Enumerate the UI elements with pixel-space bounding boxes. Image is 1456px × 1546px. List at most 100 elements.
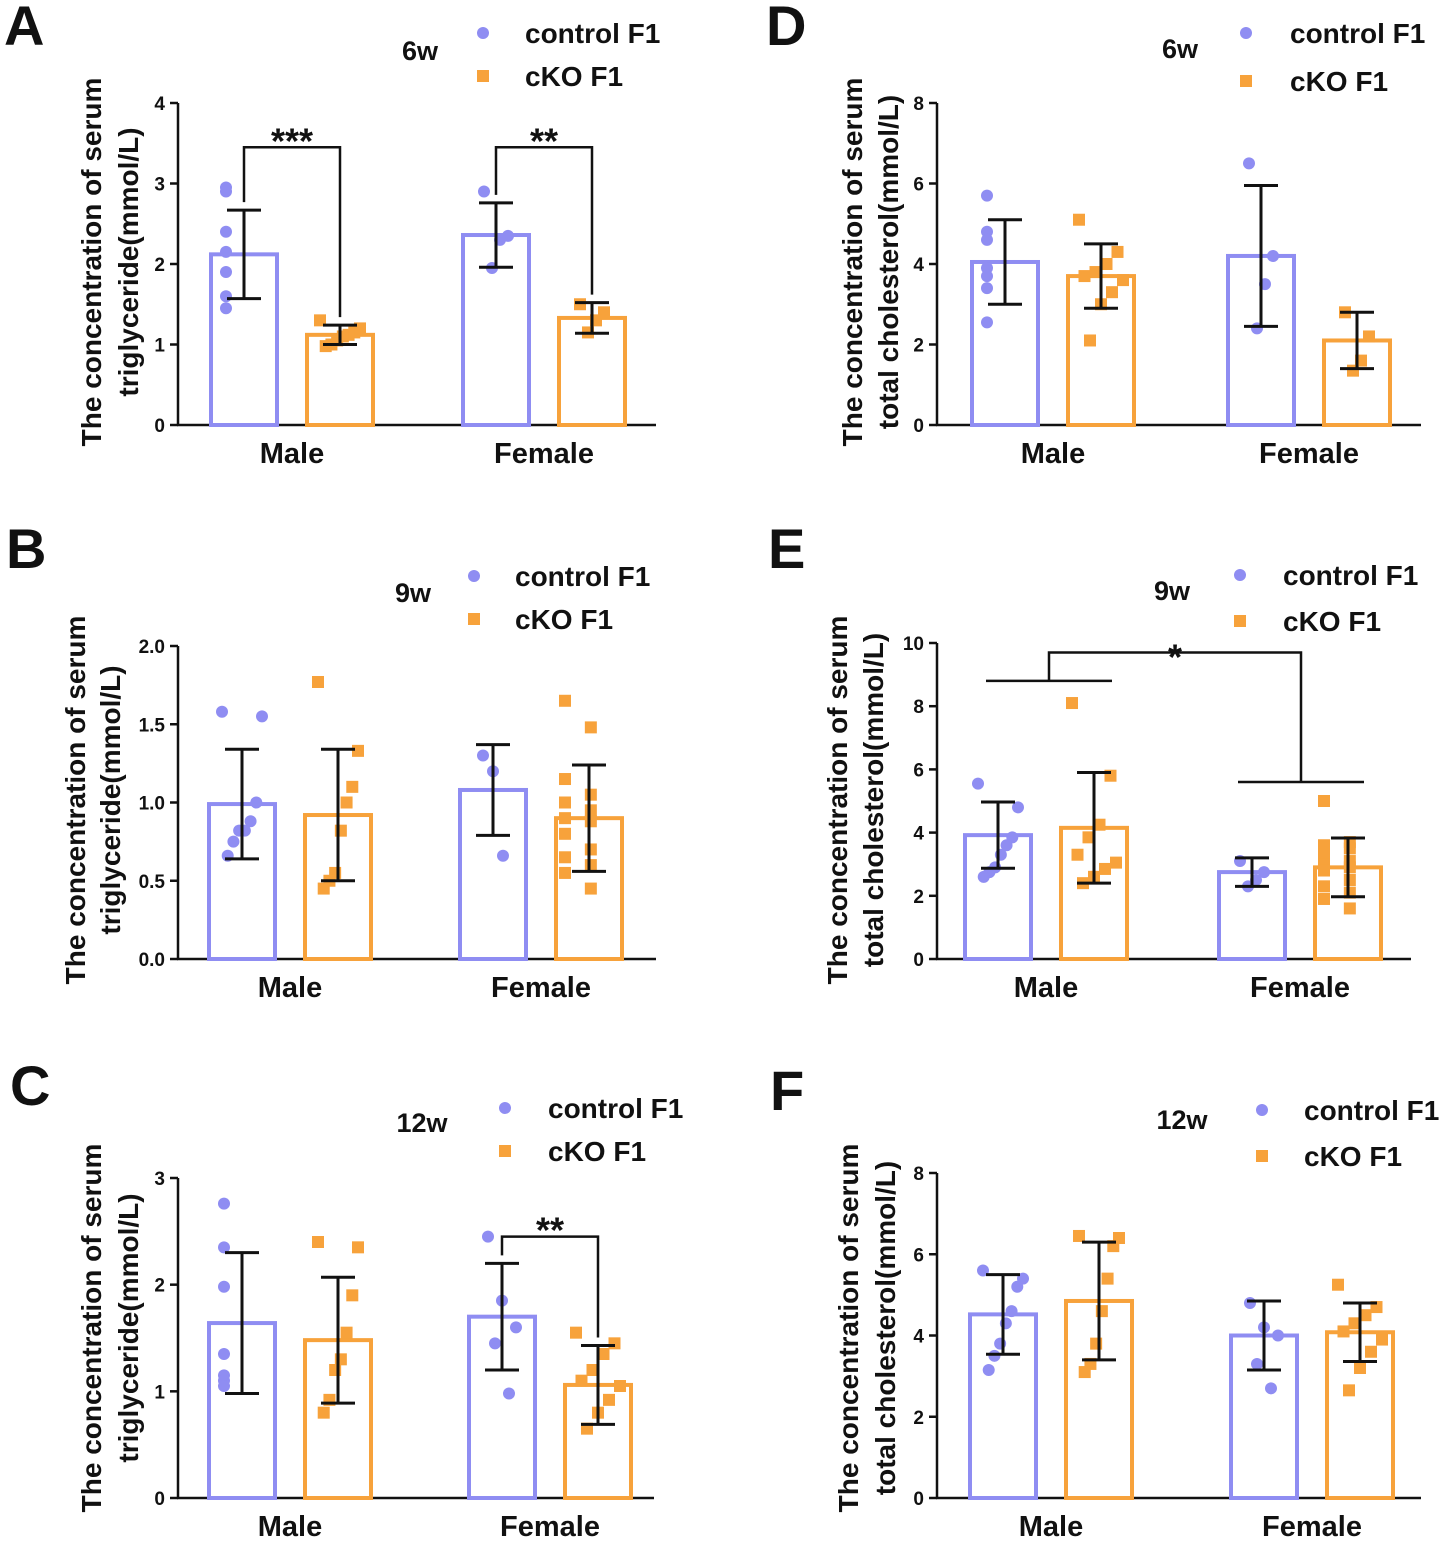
data-point-cko [1073, 213, 1085, 226]
y-tick-label: 2.0 [139, 637, 165, 658]
panel-letter: B [6, 517, 46, 580]
data-point-cko [1318, 795, 1330, 807]
data-point-cko [559, 812, 571, 825]
data-point-cko [559, 773, 571, 786]
data-point-control [497, 849, 509, 862]
y-tick-label: 3 [154, 1169, 165, 1190]
data-point-control [218, 1280, 230, 1293]
data-point-control [510, 1321, 522, 1334]
data-point-cko [559, 827, 571, 840]
y-tick-label: 6 [913, 1245, 924, 1266]
y-tick-label: 4 [913, 255, 924, 276]
significance-stars: * [1168, 636, 1182, 677]
data-point-control [981, 282, 993, 295]
data-point-control [220, 181, 232, 194]
y-tick-label: 6 [913, 760, 924, 781]
legend-marker-cko [1240, 75, 1252, 87]
y-axis-label-line1: The concentration of serum [833, 1144, 864, 1513]
legend-marker-cko [1234, 615, 1246, 627]
data-point-cko [1101, 1272, 1114, 1285]
data-point-control [1267, 249, 1279, 262]
y-axis-label-line2: triglyceride(mmol/L) [95, 665, 126, 934]
data-point-control [220, 225, 232, 238]
data-point-control [981, 270, 993, 283]
legend-marker-cko [468, 613, 480, 625]
data-point-control [227, 835, 240, 848]
data-point-control [977, 870, 990, 883]
data-point-cko [1359, 1309, 1372, 1322]
data-point-control [218, 1380, 230, 1392]
data-point-cko [559, 866, 571, 879]
data-point-cko [603, 1393, 615, 1406]
data-point-cko [1106, 286, 1118, 299]
data-point-control [218, 1197, 230, 1210]
y-tick-label: 2 [154, 255, 165, 276]
y-axis-label-line2: total cholesterol(mmol/L) [858, 633, 889, 967]
data-point-cko [1343, 861, 1356, 874]
significance-bracket [1047, 651, 1303, 783]
data-point-control [1244, 1297, 1256, 1309]
panel-e: E The concentration of serum total cholest… [768, 517, 1418, 1004]
data-point-control [1265, 1382, 1277, 1395]
panel-letter: C [10, 1054, 50, 1117]
y-tick-label: 0 [154, 416, 165, 437]
data-point-cko [317, 1406, 330, 1419]
data-point-cko [346, 780, 359, 793]
y-tick-label: 1 [154, 336, 165, 357]
legend-label-cko: cKO F1 [1290, 66, 1388, 97]
data-point-cko [1318, 864, 1330, 877]
data-point-control [218, 1348, 230, 1360]
data-point-cko [608, 1337, 621, 1350]
data-point-control [1251, 1357, 1263, 1370]
legend-label-control: control F1 [525, 18, 660, 49]
timepoint-label: 12w [396, 1108, 448, 1138]
y-axis-label-line2: total cholesterol(mmol/L) [870, 1161, 901, 1495]
significance-stars: *** [271, 120, 313, 161]
y-tick-label: 0 [913, 950, 924, 971]
data-point-cko [584, 721, 597, 734]
data-point-cko [1093, 818, 1106, 831]
data-point-cko [1332, 1278, 1344, 1291]
data-point-cko [352, 744, 364, 757]
data-point-cko [570, 1326, 582, 1339]
data-point-control [972, 777, 984, 790]
significance-bracket [500, 1235, 600, 1338]
data-point-cko [1363, 330, 1375, 343]
y-axis-label-line2: triglyceride(mmol/L) [113, 127, 144, 396]
data-point-control [244, 815, 257, 828]
data-point-control [981, 189, 993, 202]
y-tick-label: 2 [913, 887, 924, 908]
data-point-cko [559, 694, 571, 707]
data-point-cko [586, 1364, 599, 1376]
data-point-cko [1111, 245, 1124, 258]
y-tick-label: 1.5 [139, 715, 166, 736]
data-point-control [1011, 1280, 1024, 1293]
data-point-cko [1343, 1384, 1355, 1397]
data-point-cko [1100, 258, 1113, 270]
data-point-control [503, 1387, 515, 1400]
y-tick-label: 0 [154, 1489, 165, 1510]
data-point-cko [584, 859, 597, 872]
data-point-control [1258, 866, 1270, 879]
x-category-label: Female [1262, 1511, 1362, 1543]
significance-stars: ** [536, 1210, 564, 1251]
data-point-cko [319, 340, 332, 353]
legend-label-control: control F1 [1290, 18, 1425, 49]
x-category-label: Male [1019, 1511, 1083, 1543]
x-category-label: Female [494, 438, 594, 470]
timepoint-label: 6w [1162, 34, 1199, 64]
data-point-cko [574, 298, 586, 311]
data-point-control [1272, 1329, 1284, 1342]
panel-c: C The concentration of serum triglyceride(… [10, 1054, 683, 1543]
legend-marker-cko [1256, 1150, 1268, 1162]
data-point-control [489, 1337, 501, 1350]
y-axis-label-line2: total cholesterol(mmol/L) [873, 95, 904, 429]
legend-label-control: control F1 [548, 1093, 683, 1124]
data-point-cko [584, 843, 597, 856]
y-tick-label: 4 [913, 824, 924, 845]
data-point-cko [312, 1236, 324, 1248]
y-tick-label: 8 [913, 94, 924, 115]
data-point-cko [1078, 1366, 1091, 1379]
x-category-label: Male [258, 972, 322, 1004]
